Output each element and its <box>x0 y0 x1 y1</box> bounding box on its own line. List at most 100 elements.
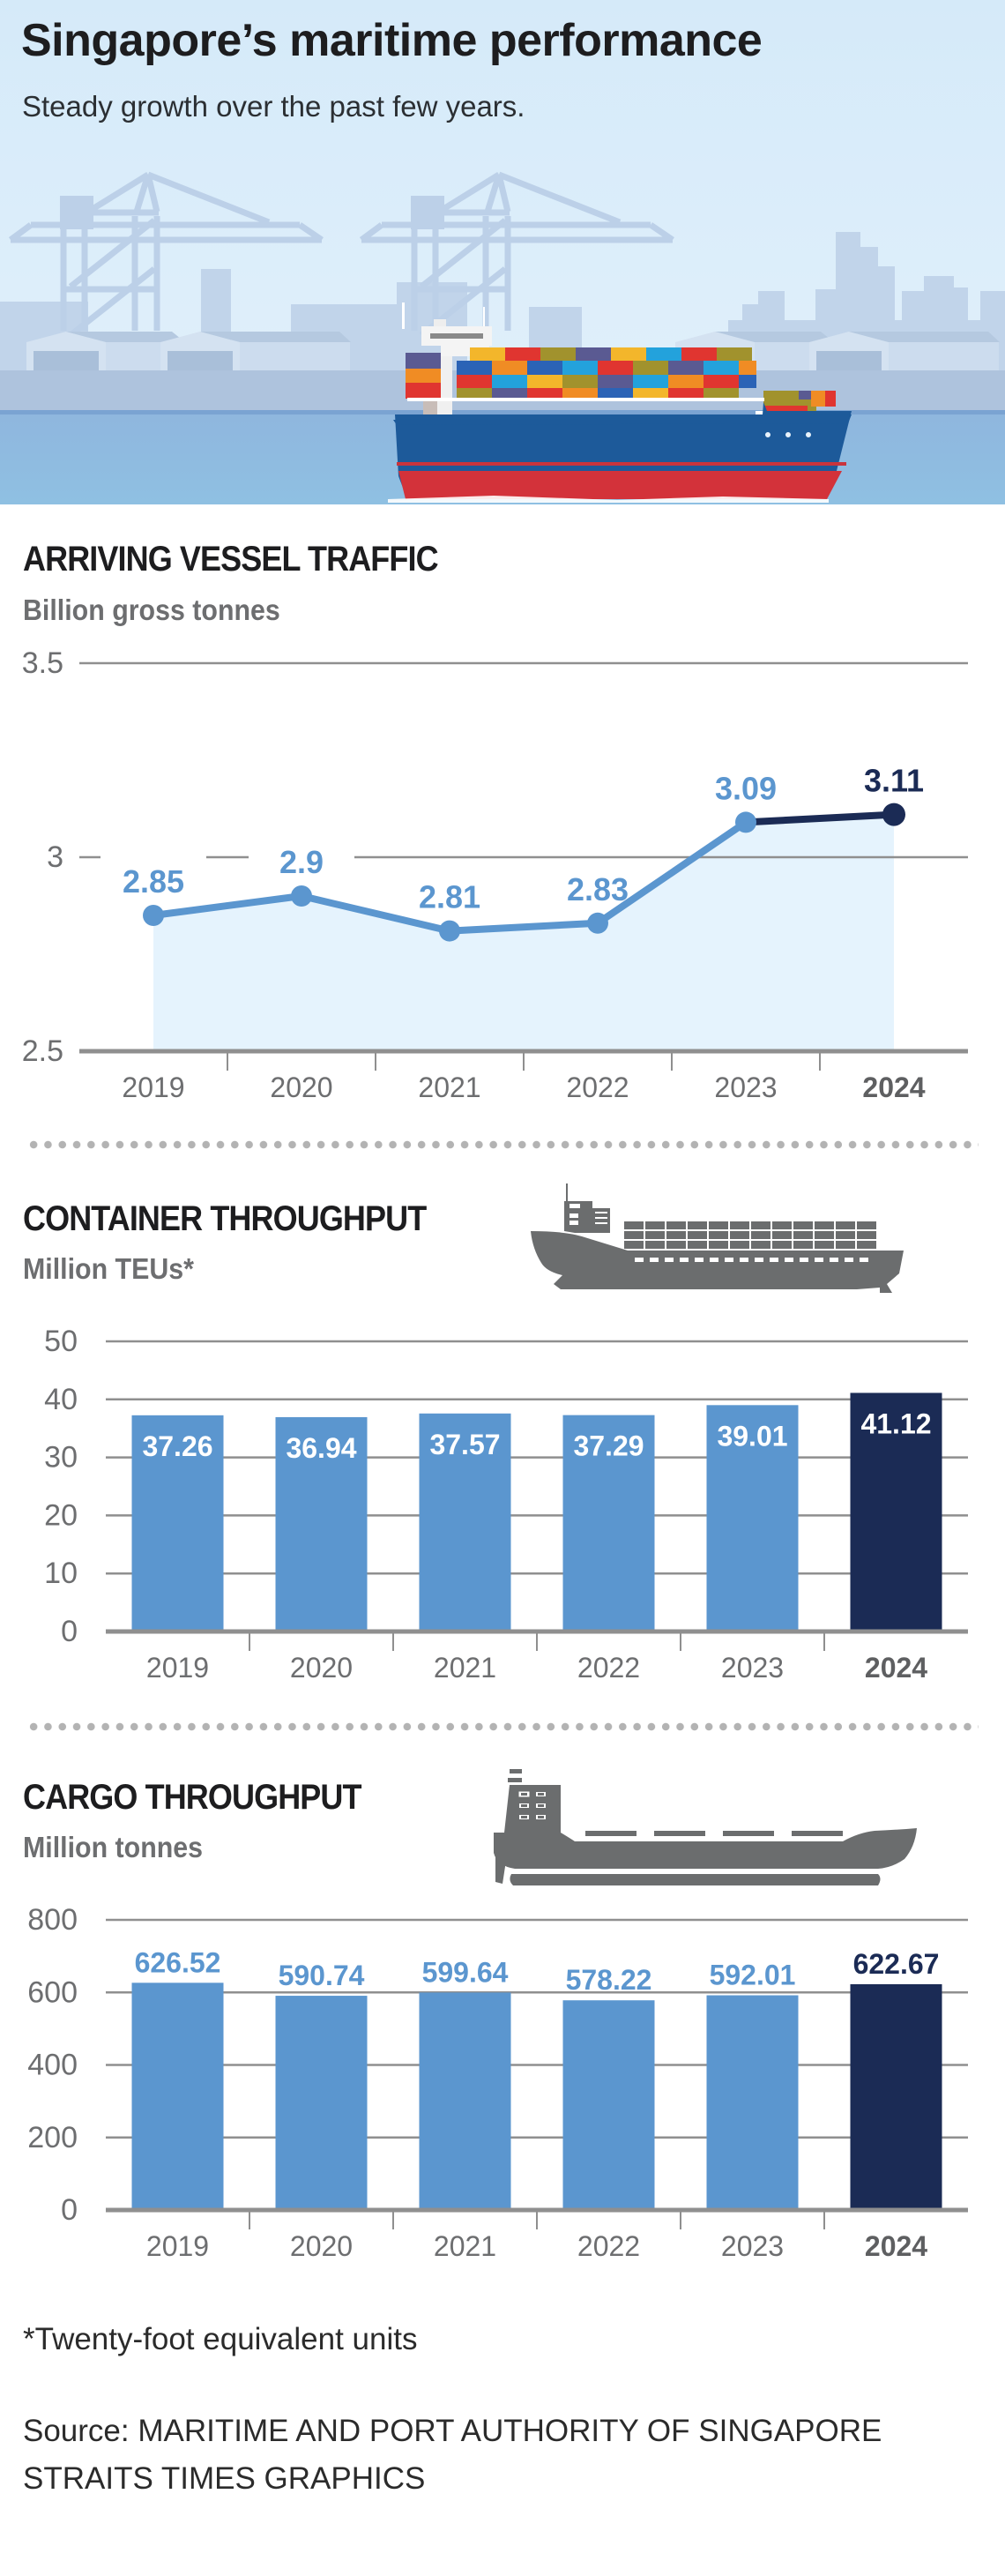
bar-value-label: 622.67 <box>853 1948 940 1980</box>
data-label: 2.83 <box>567 871 629 907</box>
crane-right <box>359 171 674 338</box>
label-knockout <box>249 854 354 861</box>
data-point <box>587 912 608 934</box>
data-label: 3.11 <box>864 763 924 799</box>
x-tick-label: 2019 <box>146 2230 209 2258</box>
y-tick-label: 50 <box>44 1325 78 1358</box>
x-tick-label: 2020 <box>270 1071 332 1103</box>
bar <box>419 1992 511 2210</box>
x-tick-label: 2021 <box>418 1071 480 1103</box>
bar <box>131 1415 224 1631</box>
x-tick-label: 2022 <box>577 2230 640 2258</box>
data-label: 2.85 <box>123 863 184 900</box>
x-tick-label: 2020 <box>290 2230 353 2258</box>
container-throughput-title: CONTAINER THROUGHPUT <box>23 1199 427 1238</box>
data-label: 3.09 <box>715 770 777 806</box>
bar-value-label: 626.52 <box>135 1946 221 1978</box>
x-tick-label: 2024 <box>865 2230 927 2258</box>
gridlines <box>79 661 968 859</box>
x-tick-label: 2019 <box>122 1071 184 1103</box>
label-knockout <box>100 854 206 861</box>
bar-value-label: 39.01 <box>717 1420 787 1452</box>
vessel-traffic-title: ARRIVING VESSEL TRAFFIC <box>23 540 439 579</box>
bar <box>562 2000 655 2210</box>
y-tick-label: 40 <box>44 1383 78 1416</box>
y-tick-label: 0 <box>61 1615 78 1648</box>
footnote: *Twenty-foot equivalent units <box>23 2322 418 2356</box>
bar <box>706 1995 799 2210</box>
bar <box>131 1982 224 2210</box>
section-divider <box>26 1140 979 1149</box>
x-tick-label: 2021 <box>434 2230 496 2258</box>
bar-value-label: 37.29 <box>573 1430 644 1462</box>
page-title: Singapore’s maritime performance <box>21 15 763 66</box>
bar <box>850 1983 942 2210</box>
vessel-traffic-line-chart: 2.5 3 3.5 2019 2020 2021 2022 2023 2024 2.85 2.9 2.… <box>22 646 968 1103</box>
bar-value-label: 578.22 <box>566 1964 652 1996</box>
bar <box>850 1393 942 1631</box>
data-label: 2.81 <box>419 879 480 915</box>
y-tick-label: 3.5 <box>22 646 63 680</box>
x-tick-label: 2024 <box>865 1652 927 1684</box>
x-tick-label: 2021 <box>434 1652 496 1684</box>
bulk-carrier-ship-icon <box>494 1769 917 1885</box>
x-tick-label: 2022 <box>577 1652 640 1684</box>
y-tick-label: 0 <box>61 2193 78 2227</box>
x-tick-label: 2023 <box>714 1071 777 1103</box>
credit-line: STRAITS TIMES GRAPHICS <box>23 2461 426 2496</box>
shipping-containers <box>406 347 836 413</box>
line-segment <box>150 892 305 919</box>
section-divider <box>26 1722 979 1731</box>
area-fill <box>153 814 894 1051</box>
data-label: 2.9 <box>279 844 324 880</box>
bar-value-label: 590.74 <box>279 1960 365 1991</box>
y-tick-label: 3 <box>47 840 63 874</box>
line-segment <box>742 810 897 826</box>
bar-value-label: 41.12 <box>860 1407 931 1439</box>
x-tick-label: 2019 <box>146 1652 209 1684</box>
data-point <box>735 811 756 833</box>
bar <box>706 1405 799 1631</box>
data-point <box>291 885 312 907</box>
warehouses <box>26 332 1000 370</box>
container-throughput-bar-chart: 0 10 20 30 40 50 37.26 36.94 37.57 37.29 39.01 41.1… <box>44 1325 968 1684</box>
bar-value-label: 36.94 <box>286 1432 356 1464</box>
x-tick-label: 2020 <box>290 1652 353 1684</box>
y-tick-label: 200 <box>27 2121 78 2154</box>
line-segment <box>446 919 601 935</box>
container-ship-icon <box>531 1183 904 1293</box>
vessel-traffic-unit: Billion gross tonnes <box>23 594 280 626</box>
data-point <box>143 905 164 926</box>
line-segment <box>594 818 749 927</box>
port-scene-illustration <box>0 0 1005 504</box>
cargo-throughput-unit: Million tonnes <box>23 1831 204 1863</box>
hero-illustration: Singapore’s maritime performance Steady … <box>0 0 1005 504</box>
x-tick-label: 2023 <box>721 2230 784 2258</box>
page-subtitle: Steady growth over the past few years. <box>22 90 525 123</box>
y-tick-label: 2.5 <box>22 1034 63 1068</box>
y-tick-label: 10 <box>44 1557 78 1590</box>
bar-value-label: 37.57 <box>429 1429 500 1460</box>
x-tick-label: 2023 <box>721 1652 784 1684</box>
y-tick-label: 600 <box>27 1975 78 2009</box>
bar <box>275 1416 368 1631</box>
bar-value-label: 599.64 <box>422 1956 509 1988</box>
bar <box>275 1996 368 2210</box>
gridlines <box>106 1340 968 1575</box>
data-point <box>882 803 905 826</box>
port-cranes <box>8 171 674 338</box>
gridlines <box>106 1918 968 2139</box>
y-tick-label: 30 <box>44 1441 78 1475</box>
container-ship-illustration <box>388 302 852 503</box>
line-segment <box>298 892 453 935</box>
container-throughput-unit: Million TEUs* <box>23 1252 194 1285</box>
bar-value-label: 37.26 <box>142 1430 212 1462</box>
cargo-throughput-title: CARGO THROUGHPUT <box>23 1778 361 1817</box>
x-tick-label: 2022 <box>566 1071 629 1103</box>
bar-value-label: 592.01 <box>710 1960 796 1991</box>
data-point <box>439 920 460 942</box>
y-tick-label: 800 <box>27 1903 78 1937</box>
source-line: Source: MARITIME AND PORT AUTHORITY OF S… <box>23 2414 882 2448</box>
y-tick-label: 20 <box>44 1498 78 1532</box>
bar <box>419 1413 511 1631</box>
